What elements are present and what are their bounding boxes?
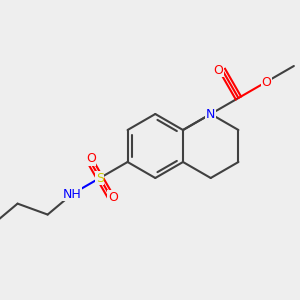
Text: NH: NH xyxy=(63,188,82,200)
Text: O: O xyxy=(214,64,224,77)
Text: O: O xyxy=(108,190,118,204)
Text: O: O xyxy=(261,76,271,88)
Text: O: O xyxy=(86,152,96,165)
Text: N: N xyxy=(206,107,215,121)
Text: S: S xyxy=(96,172,104,184)
